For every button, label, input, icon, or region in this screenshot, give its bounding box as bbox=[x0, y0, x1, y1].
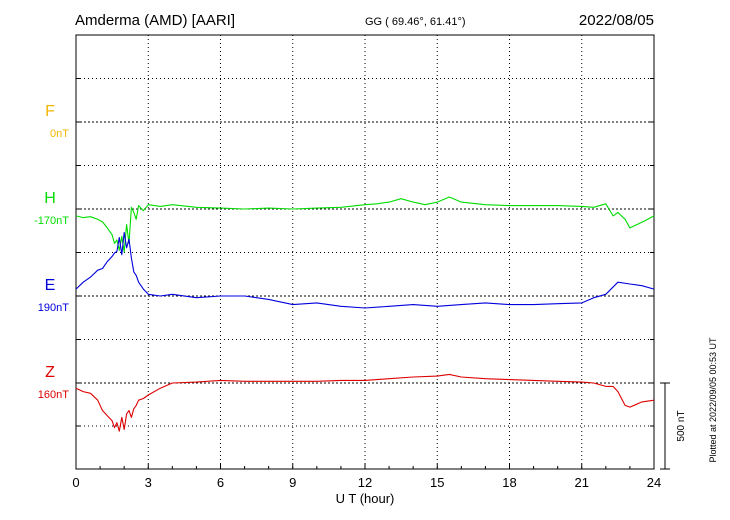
grid bbox=[76, 35, 654, 469]
x-tick-label: 15 bbox=[430, 475, 444, 490]
station-title: Amderma (AMD) [AARI] bbox=[75, 12, 235, 29]
series-lines bbox=[75, 196, 655, 432]
series-name-h: H bbox=[44, 190, 56, 207]
date-label: 2022/08/05 bbox=[579, 12, 654, 29]
series-name-e: E bbox=[45, 277, 56, 294]
series-baseline-z: 160nT bbox=[38, 389, 69, 401]
plotted-at-note: Plotted at 2022/09/05 00:53 UT bbox=[708, 337, 718, 463]
x-tick-label: 9 bbox=[289, 475, 296, 490]
x-axis-label: U T (hour) bbox=[336, 491, 395, 506]
x-tick-label: 12 bbox=[358, 475, 372, 490]
scale-bar-label: 500 nT bbox=[676, 410, 687, 441]
x-tick-label: 0 bbox=[72, 475, 79, 490]
coordinates-label: GG ( 69.46°, 61.41°) bbox=[365, 16, 466, 28]
x-tick-label: 18 bbox=[502, 475, 516, 490]
x-tick-label: 6 bbox=[217, 475, 224, 490]
x-axis: 0 3 6 9 12 15 18 21 24 bbox=[72, 34, 661, 490]
series-baseline-f: 0nT bbox=[50, 128, 69, 140]
series-name-z: Z bbox=[45, 364, 55, 381]
series-line-z bbox=[75, 373, 655, 432]
series-line-e bbox=[75, 231, 655, 309]
scale-bar: 500 nT bbox=[660, 382, 687, 470]
series-baseline-h: -170nT bbox=[34, 215, 69, 227]
series-baseline-e: 190nT bbox=[38, 302, 69, 314]
x-tick-label: 21 bbox=[575, 475, 589, 490]
x-tick-label: 3 bbox=[145, 475, 152, 490]
series-name-f: F bbox=[45, 103, 55, 120]
x-tick-label: 24 bbox=[647, 475, 661, 490]
series-labels: F 0nT H -170nT E 190nT Z 160nT bbox=[34, 103, 69, 401]
